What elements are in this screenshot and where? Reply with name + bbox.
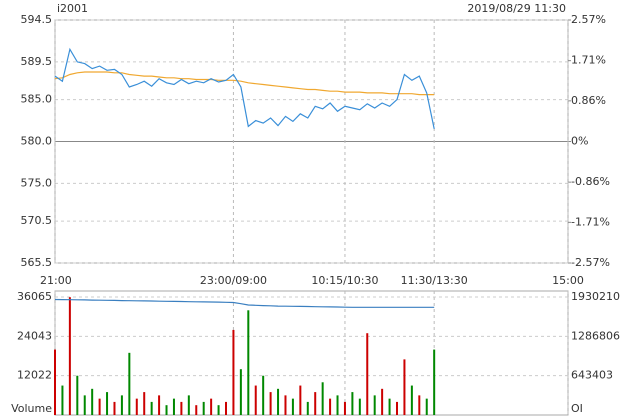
average-line	[54, 71, 435, 96]
volume-bar	[158, 395, 161, 415]
volume-bar	[388, 398, 391, 415]
volume-bar	[343, 401, 346, 415]
y-tick-label: 585.0	[21, 93, 53, 106]
volume-bar	[321, 382, 324, 415]
volume-bar	[172, 398, 175, 415]
volume-bar	[61, 385, 64, 415]
volume-bar	[358, 398, 361, 415]
x-tick-label: 21:00	[40, 274, 72, 287]
volume-bar	[98, 398, 101, 415]
volume-bar	[76, 375, 79, 415]
volume-bar	[291, 398, 294, 415]
volume-bar	[195, 405, 198, 415]
x-tick-label: 23:00/09:00	[200, 274, 267, 287]
volume-bar	[314, 392, 317, 415]
volume-bar	[410, 385, 413, 415]
y-tick-label: 575.0	[21, 176, 53, 189]
y2-axis-label: OI	[571, 402, 583, 415]
volume-bar	[299, 385, 302, 415]
y2-tick-label: 0.86%	[571, 94, 606, 107]
volume-bar	[225, 401, 227, 415]
volume-bar	[113, 401, 116, 415]
volume-bar	[68, 297, 71, 415]
volume-bar	[187, 395, 190, 415]
plot-frame	[54, 290, 569, 416]
volume-bar	[366, 333, 369, 415]
y2-tick-label: 1930210	[571, 290, 620, 303]
oi-line	[54, 298, 435, 308]
volume-bar	[269, 392, 272, 415]
volume-bar	[329, 398, 332, 415]
y2-tick-label: -0.86%	[571, 175, 610, 188]
volume-bar	[150, 401, 153, 415]
volume-bar	[351, 392, 354, 415]
y-tick-label: 36065	[17, 290, 52, 303]
volume-bar	[306, 401, 309, 415]
volume-bar	[135, 398, 138, 415]
volume-bar	[91, 388, 94, 415]
volume-bar	[247, 310, 250, 415]
y2-tick-label: -1.71%	[571, 215, 610, 228]
volume-bar	[165, 405, 168, 415]
y-tick-label: 565.5	[21, 256, 53, 269]
volume-bar	[143, 392, 146, 415]
volume-bar	[106, 392, 109, 415]
volume-bar	[239, 369, 242, 415]
x-tick-label: 11:30/13:30	[401, 274, 468, 287]
volume-bar	[381, 388, 384, 415]
volume-bar	[418, 395, 421, 415]
x-tick-label: 10:15/10:30	[311, 274, 378, 287]
y2-tick-label: 1.71%	[571, 54, 606, 67]
volume-bar	[403, 359, 406, 415]
y-tick-label: 580.0	[21, 135, 53, 148]
volume-bar	[120, 395, 123, 415]
volume-bar	[232, 329, 235, 415]
y2-tick-label: 0%	[571, 135, 588, 148]
volume-bar	[83, 395, 86, 415]
volume-bar	[262, 375, 265, 415]
y-axis-label: Volume	[11, 402, 52, 415]
volume-bar	[180, 401, 183, 415]
y2-tick-label: 643403	[571, 369, 613, 382]
y-tick-label: 594.5	[21, 13, 53, 26]
volume-bar	[202, 401, 205, 415]
volume-bar	[336, 395, 339, 415]
y-tick-label: 12022	[17, 369, 52, 382]
volume-bar	[284, 395, 287, 415]
symbol: i2001	[57, 2, 88, 15]
y-tick-label: 589.5	[21, 55, 53, 68]
y-tick-label: 24043	[17, 329, 52, 342]
volume-bar	[433, 349, 436, 415]
volume-bar	[277, 388, 280, 415]
volume-bar	[210, 398, 213, 415]
volume-bar	[396, 401, 398, 415]
volume-bar	[217, 405, 220, 415]
volume-bar	[54, 349, 56, 415]
y2-tick-label: 1286806	[571, 329, 620, 342]
y2-tick-label: 2.57%	[571, 13, 606, 26]
volume-bar	[254, 385, 257, 415]
price-line	[54, 47, 435, 130]
volume-bar	[425, 398, 428, 415]
datetime: 2019/08/29 11:30	[467, 2, 566, 15]
volume-bar	[128, 352, 131, 415]
volume-bar	[373, 395, 376, 415]
y2-tick-label: -2.57%	[571, 256, 610, 269]
x-tick-label: 15:00	[552, 274, 584, 287]
y-tick-label: 570.5	[21, 214, 53, 227]
